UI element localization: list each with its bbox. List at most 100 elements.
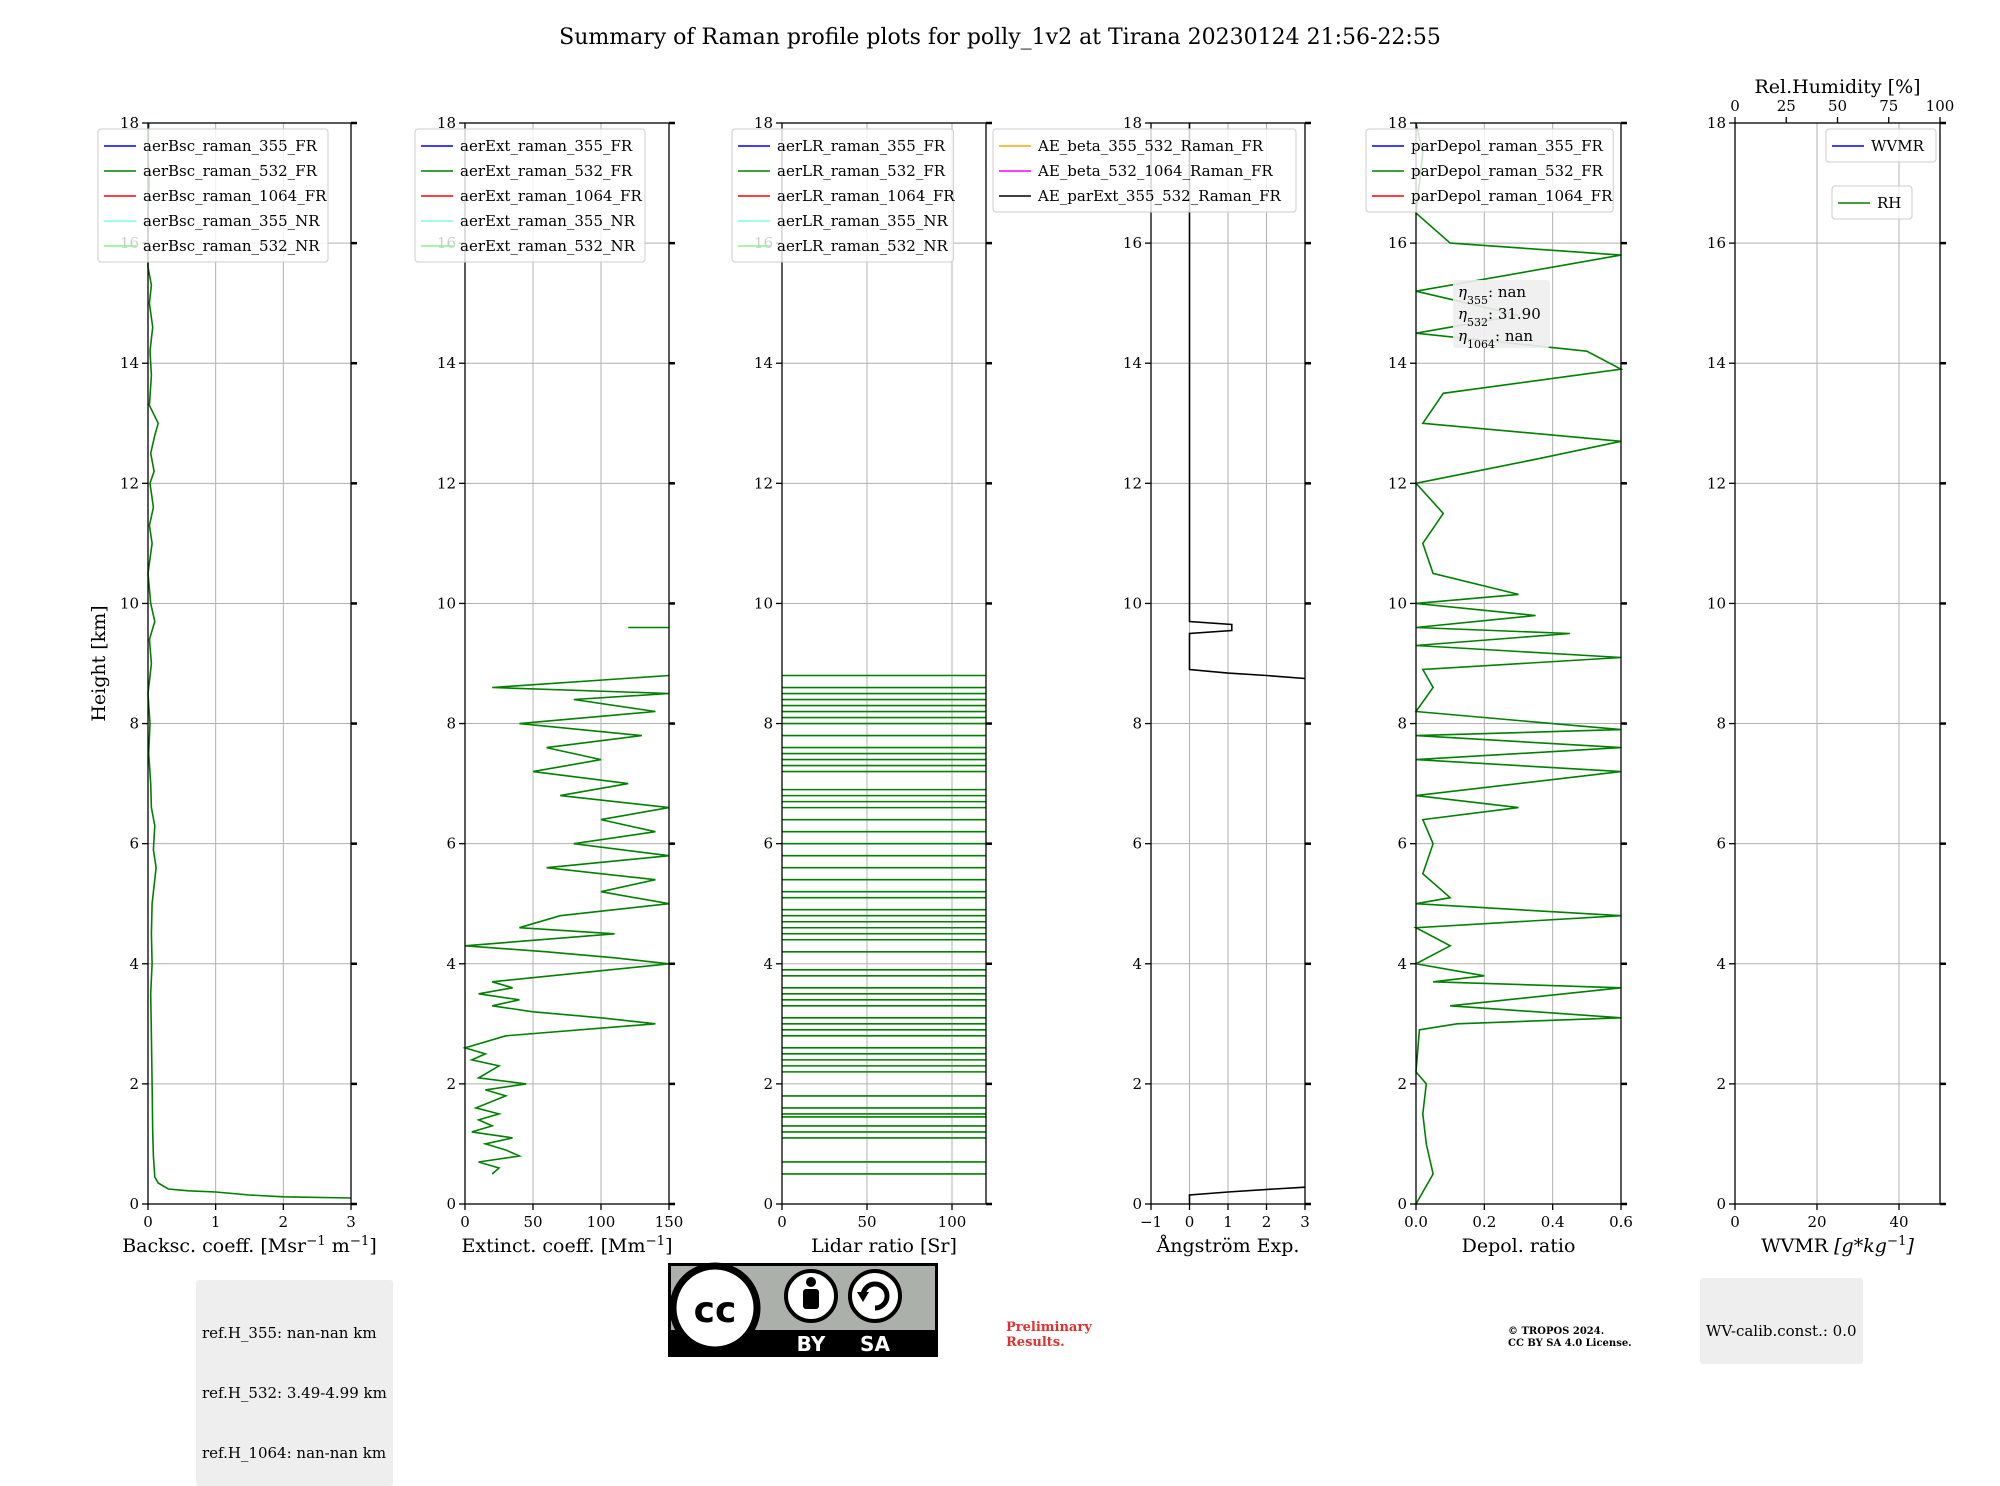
y-tick-label: 4 — [1132, 955, 1142, 973]
y-tick-label: 2 — [446, 1075, 456, 1093]
legend-entry: aerLR_raman_355_FR — [777, 137, 946, 155]
x-tick-label: 0.0 — [1404, 1213, 1428, 1231]
legend-entry: aerBsc_raman_355_FR — [143, 137, 318, 155]
x-axis-label: Lidar ratio [Sr] — [811, 1235, 957, 1257]
y-tick-label: 16 — [1707, 234, 1726, 252]
copyright-note: © TROPOS 2024. CC BY SA 4.0 License. — [1508, 1326, 1632, 1350]
y-tick-label: 16 — [1123, 234, 1142, 252]
x-axis-label: WVMR [g*kg−1] — [1761, 1234, 1914, 1258]
y-tick-label: 2 — [763, 1075, 773, 1093]
legend-entry: aerLR_raman_355_NR — [777, 212, 948, 230]
y-tick-label: 10 — [437, 594, 456, 612]
y-tick-label: 4 — [446, 955, 456, 973]
y-tick-label: 18 — [1388, 114, 1407, 132]
legend: AE_beta_355_532_Raman_FR AE_beta_532_1064… — [992, 128, 1297, 213]
sa-share-icon — [848, 1269, 902, 1323]
axes-frame — [147, 122, 352, 1205]
y-tick-label: 18 — [120, 114, 139, 132]
x-tick-label: 3 — [1300, 1213, 1310, 1231]
y-tick-label: 12 — [1707, 474, 1726, 492]
top-x-tick-label: 25 — [1777, 97, 1796, 115]
eta-532: η532: 31.90 — [1458, 305, 1541, 329]
x-tick-label: 0.2 — [1472, 1213, 1496, 1231]
y-tick-label: 2 — [1716, 1075, 1726, 1093]
legend-entry: aerLR_raman_1064_FR — [777, 187, 955, 205]
y-tick-label: 4 — [129, 955, 139, 973]
legend-entry: AE_parExt_355_532_Raman_FR — [1037, 187, 1282, 205]
y-tick-label: 4 — [1397, 955, 1407, 973]
x-tick-label: 100 — [587, 1213, 616, 1231]
x-tick-label: 0 — [460, 1213, 470, 1231]
y-tick-label: 0 — [1132, 1195, 1142, 1213]
x-tick-label: 20 — [1807, 1213, 1826, 1231]
series-aerExt_raman_532_FR — [462, 674, 670, 1175]
x-tick-label: −1 — [1140, 1213, 1162, 1231]
legend-entry: aerBsc_raman_532_NR — [143, 237, 320, 255]
legend-entry: aerBsc_raman_532_FR — [143, 162, 318, 180]
y-tick-label: 14 — [1123, 354, 1142, 372]
top-x-tick-label: 50 — [1828, 97, 1847, 115]
panel-extinction: 024681012141618050100150Extinct. coeff. … — [414, 114, 684, 1257]
legend: aerBsc_raman_355_FR aerBsc_raman_532_FRae… — [97, 128, 329, 263]
top-x-axis-label: Rel.Humidity [%] — [1754, 76, 1920, 98]
panel-depol: 0 2 4 6 8 10 12 14 16 18 0.0 0.2 0.4 0.6 Depol. ratio p… — [1365, 114, 1633, 1257]
y-tick-label: 14 — [754, 354, 773, 372]
y-tick-label: 12 — [754, 474, 773, 492]
y-tick-label: 2 — [1397, 1075, 1407, 1093]
svg-text:cc: cc — [694, 1290, 737, 1331]
x-tick-label: 0 — [1185, 1213, 1195, 1231]
cc-sa-label: SA — [860, 1332, 890, 1356]
x-tick-label: 50 — [857, 1213, 876, 1231]
y-tick-label: 8 — [1716, 715, 1726, 733]
legend-entry: aerExt_raman_1064_FR — [460, 187, 642, 205]
legend-entry: AE_beta_532_1064_Raman_FR — [1037, 162, 1273, 180]
series-AE_parExt_355_532_Raman_FR — [1188, 1186, 1306, 1204]
eta-1064: η1064: nan — [1458, 327, 1533, 351]
y-tick-label: 6 — [1716, 835, 1726, 853]
y-tick-label: 2 — [1132, 1075, 1142, 1093]
legend-entry: aerExt_raman_355_NR — [460, 212, 636, 230]
y-tick-label: 16 — [1388, 234, 1407, 252]
y-tick-label: 10 — [1123, 594, 1142, 612]
x-axis-label: Ångström Exp. — [1156, 1235, 1300, 1257]
y-tick-label: 10 — [120, 594, 139, 612]
y-tick-label: 2 — [129, 1075, 139, 1093]
y-tick-label: 12 — [1123, 474, 1142, 492]
x-tick-label: 1 — [1223, 1213, 1233, 1231]
y-tick-label: 14 — [437, 354, 456, 372]
x-tick-label: 150 — [655, 1213, 684, 1231]
cc-circle-icon — [669, 1262, 761, 1354]
axes-frame — [1734, 122, 1941, 1205]
y-tick-label: 18 — [437, 114, 456, 132]
axes-frame — [1415, 122, 1622, 1205]
top-x-tick-label: 0 — [1730, 97, 1740, 115]
wv-calib-text: WV-calib.const.: 0.0 — [1706, 1322, 1857, 1340]
y-tick-label: 8 — [1397, 715, 1407, 733]
legend-entry: aerExt_raman_355_FR — [460, 137, 633, 155]
y-tick-label: 12 — [120, 474, 139, 492]
x-tick-label: 50 — [523, 1213, 542, 1231]
y-tick-label: 18 — [754, 114, 773, 132]
legend-entry: RH — [1877, 194, 1901, 212]
x-tick-label: 3 — [346, 1213, 356, 1231]
legend-entry: aerBsc_raman_1064_FR — [143, 187, 327, 205]
legend-entry: WVMR — [1871, 137, 1925, 155]
x-axis-label: Depol. ratio — [1462, 1235, 1576, 1257]
y-tick-label: 6 — [763, 835, 773, 853]
y-tick-label: 8 — [763, 715, 773, 733]
y-tick-label: 10 — [754, 594, 773, 612]
legend: RH — [1831, 185, 1913, 220]
y-tick-label: 18 — [1123, 114, 1142, 132]
y-tick-label: 4 — [1716, 955, 1726, 973]
wv-calib-box: WV-calib.const.: 0.0 — [1700, 1278, 1863, 1364]
eta-355: η355: nan — [1458, 283, 1526, 307]
legend: WVMR — [1825, 128, 1937, 163]
legend-entry: AE_beta_355_532_Raman_FR — [1037, 137, 1264, 155]
y-tick-label: 0 — [446, 1195, 456, 1213]
figure-canvas: Summary of Raman profile plots for polly… — [88, 25, 1954, 1257]
y-tick-label: 0 — [129, 1195, 139, 1213]
figure-title: Summary of Raman profile plots for polly… — [559, 25, 1441, 50]
x-tick-label: 2 — [279, 1213, 289, 1231]
